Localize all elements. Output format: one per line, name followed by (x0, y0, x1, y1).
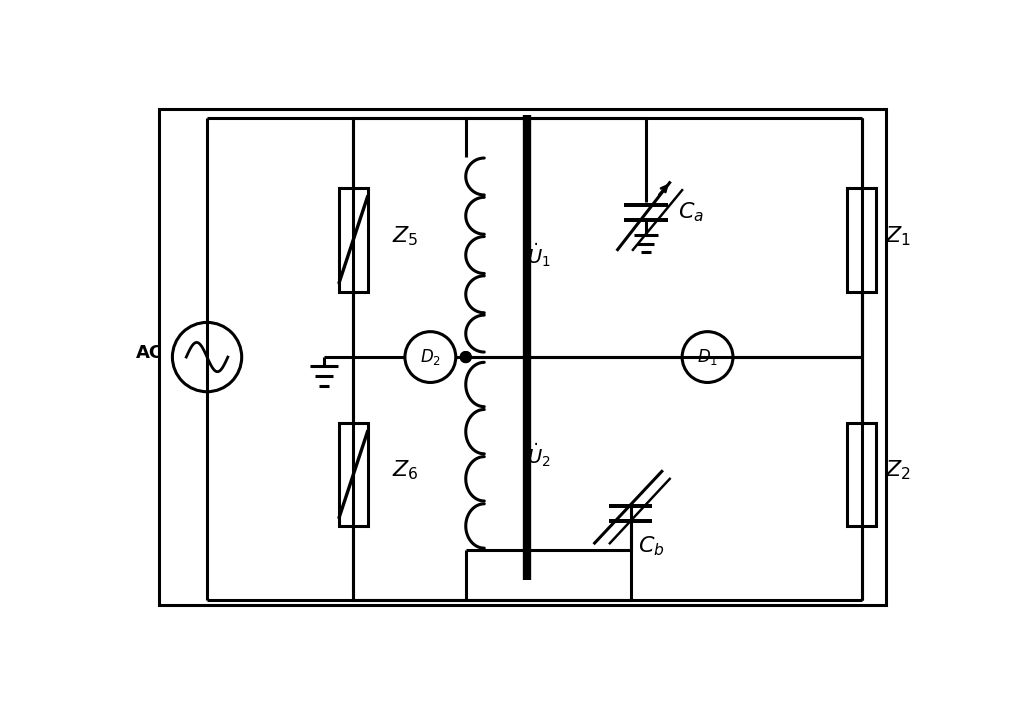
Text: $D_1$: $D_1$ (696, 347, 717, 367)
Bar (846, 188, 875, 291)
Text: AC: AC (136, 344, 163, 363)
Text: $Z_1$: $Z_1$ (883, 224, 910, 248)
Text: $Z_6$: $Z_6$ (391, 459, 418, 482)
Text: $D_2$: $D_2$ (420, 347, 440, 367)
Circle shape (460, 352, 471, 363)
Bar (846, 422, 875, 527)
Text: $C_b$: $C_b$ (638, 534, 664, 558)
Text: $Z_5$: $Z_5$ (391, 224, 418, 248)
Text: $C_a$: $C_a$ (678, 201, 704, 224)
Bar (338, 422, 368, 527)
Text: $Z_2$: $Z_2$ (883, 459, 910, 482)
Bar (338, 188, 368, 291)
Circle shape (460, 352, 471, 363)
Text: $\dot{U}_1$: $\dot{U}_1$ (526, 241, 550, 269)
Text: $\dot{U}_2$: $\dot{U}_2$ (526, 441, 550, 469)
